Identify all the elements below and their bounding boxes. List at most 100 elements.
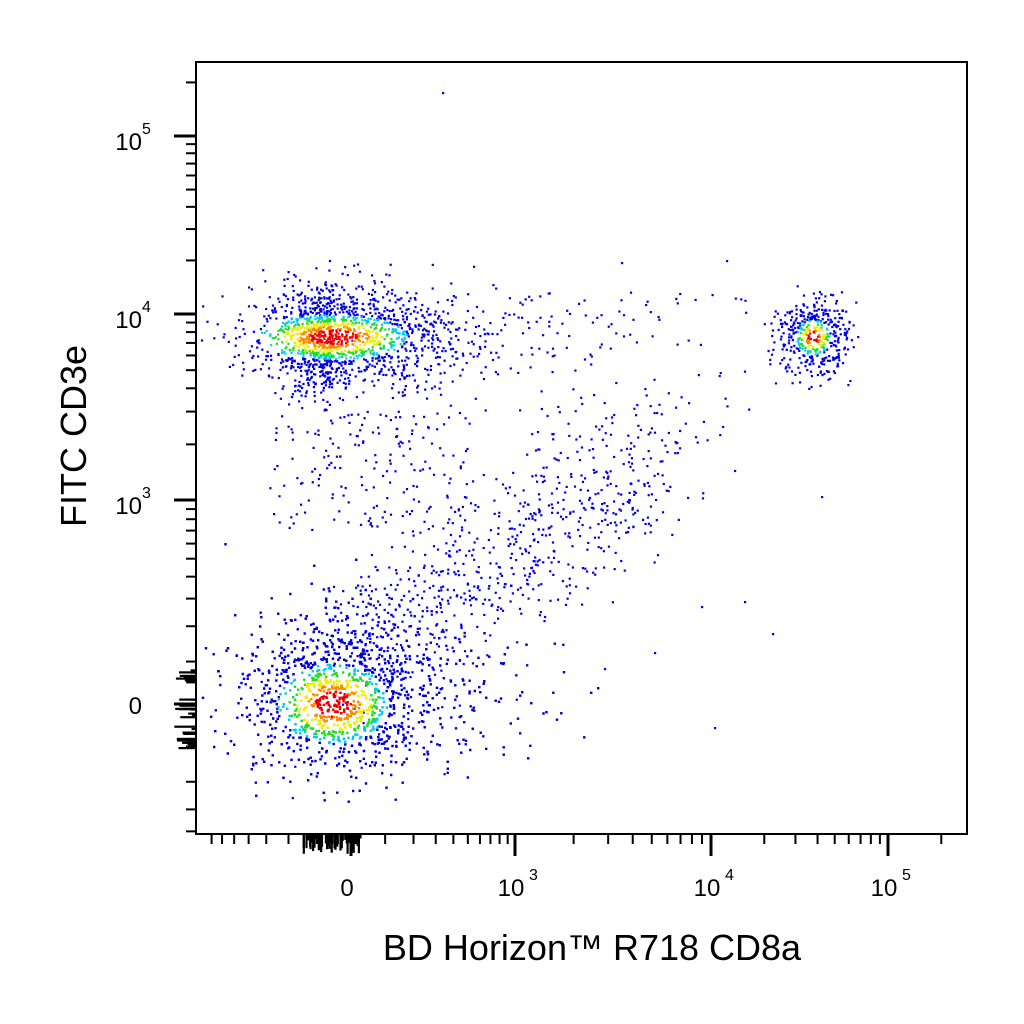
event-point <box>590 355 593 358</box>
event-point <box>649 531 652 534</box>
event-point <box>294 664 297 667</box>
event-point <box>337 607 340 610</box>
event-point <box>837 338 840 341</box>
event-point <box>414 306 417 309</box>
event-point <box>344 382 347 385</box>
event-point <box>635 414 638 417</box>
event-point <box>330 367 333 370</box>
event-point <box>414 584 417 587</box>
event-point <box>326 360 329 364</box>
event-point <box>374 588 377 591</box>
event-point <box>769 363 772 366</box>
event-point <box>393 371 396 374</box>
event-point <box>463 573 466 577</box>
event-point <box>269 333 272 336</box>
event-point <box>480 576 483 579</box>
event-point <box>352 307 355 311</box>
event-point <box>369 307 372 310</box>
event-point <box>466 583 469 586</box>
event-point <box>643 484 646 487</box>
event-point <box>642 518 645 521</box>
event-point <box>665 489 668 492</box>
event-point <box>591 448 595 451</box>
event-point <box>273 307 277 310</box>
event-point <box>451 380 454 383</box>
event-point <box>439 372 442 375</box>
event-point <box>300 362 303 366</box>
event-point <box>476 537 479 540</box>
event-point <box>337 628 340 631</box>
event-point <box>409 350 412 353</box>
event-point <box>446 767 449 770</box>
event-point <box>791 370 794 373</box>
event-point <box>361 302 364 305</box>
event-point <box>830 345 833 348</box>
event-point <box>454 296 457 299</box>
event-point <box>266 355 270 358</box>
event-point <box>606 505 609 508</box>
event-point <box>394 725 397 728</box>
event-point <box>383 621 386 624</box>
event-point <box>394 608 397 611</box>
event-point <box>265 684 268 687</box>
event-point <box>530 346 533 349</box>
event-point <box>332 742 335 746</box>
event-point <box>306 313 309 316</box>
event-point <box>352 357 356 360</box>
event-point <box>268 687 272 690</box>
event-point <box>516 641 519 644</box>
event-point <box>542 561 545 564</box>
event-point <box>834 331 837 334</box>
event-point <box>248 719 251 722</box>
event-point <box>425 648 428 651</box>
event-point <box>600 531 603 534</box>
event-point <box>355 355 358 358</box>
event-point <box>276 673 279 676</box>
event-point <box>500 662 503 665</box>
event-point <box>314 363 317 366</box>
event-point <box>838 316 841 320</box>
event-point <box>402 364 405 367</box>
event-point <box>469 748 472 752</box>
event-point <box>396 626 400 629</box>
event-point <box>297 366 300 369</box>
event-point <box>401 531 404 534</box>
event-point <box>295 317 298 321</box>
event-point <box>407 308 410 311</box>
event-point <box>484 409 487 412</box>
event-point <box>364 762 367 765</box>
event-point <box>389 462 392 465</box>
event-point <box>422 653 425 656</box>
event-point <box>816 320 819 323</box>
event-point <box>405 510 408 513</box>
event-point <box>281 366 284 369</box>
event-point <box>327 650 330 653</box>
event-point <box>655 519 658 522</box>
event-point <box>376 525 379 528</box>
event-point <box>555 458 558 461</box>
event-point <box>304 360 307 363</box>
event-point <box>415 661 418 664</box>
event-point <box>632 513 635 516</box>
event-point <box>290 318 293 321</box>
event-point <box>400 667 403 670</box>
event-point <box>404 670 407 674</box>
event-point <box>325 313 328 316</box>
event-point <box>395 740 398 743</box>
event-point <box>361 663 364 666</box>
event-point <box>265 317 268 321</box>
event-point <box>439 570 442 573</box>
event-point <box>393 318 396 321</box>
event-point <box>290 619 293 622</box>
event-point <box>532 569 535 572</box>
event-point <box>567 563 570 566</box>
event-point <box>344 487 347 490</box>
event-point <box>604 518 607 521</box>
event-point <box>322 791 325 794</box>
event-point <box>397 319 400 322</box>
event-point <box>240 681 243 685</box>
event-point <box>424 553 427 556</box>
event-point <box>610 416 614 419</box>
event-point <box>449 404 452 407</box>
event-point <box>676 441 679 445</box>
